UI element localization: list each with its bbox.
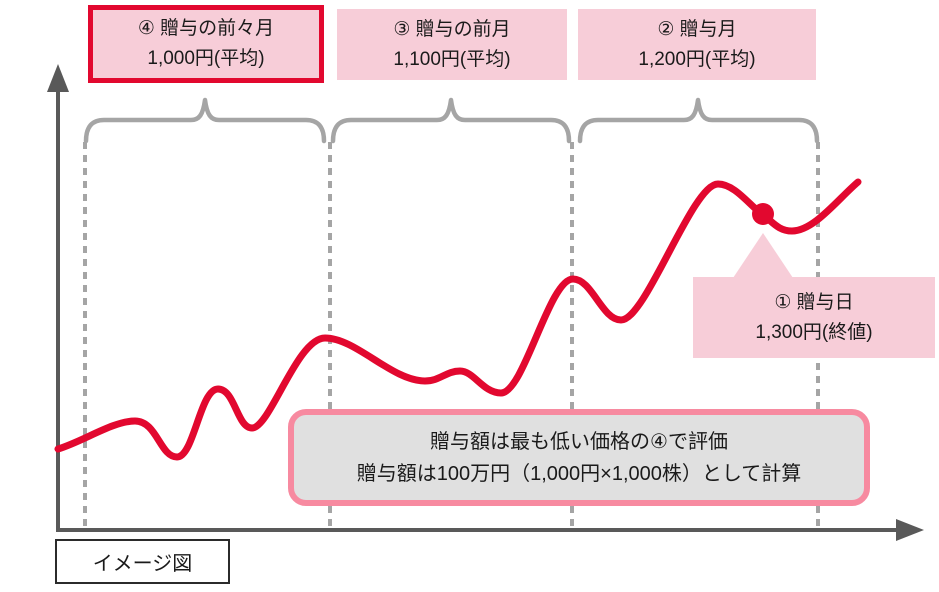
brace-period-4 [83,97,327,144]
period-box-4-value: 1,000円(平均) [147,48,265,69]
period-box-2-label: ② 贈与月 [657,18,737,40]
callout-pointer-icon [733,233,793,278]
image-caption: イメージ図 [55,539,230,584]
gift-date-callout: ① 贈与日 1,300円(終値) [693,233,935,358]
valuation-note-line2: 贈与額は100万円（1,000円×1,000株）として計算 [356,462,802,485]
brace-period-3 [330,97,572,144]
x-axis-arrow-icon [896,519,924,541]
period-box-3-label: ③ 贈与の前月 [393,18,511,40]
period-box-last-month: ③ 贈与の前月 1,100円(平均) [337,9,567,80]
period-box-gift-month: ② 贈与月 1,200円(平均) [578,9,816,80]
gift-date-value: 1,300円(終値) [755,321,873,343]
price-curve [54,178,862,461]
gift-date-label: ① 贈与日 [774,291,854,313]
period-box-before-last-month: ④ 贈与の前々月 1,000円(平均) [88,5,324,83]
period-box-2-value: 1,200円(平均) [638,48,756,70]
gift-date-point [752,203,774,225]
valuation-note-line1: 贈与額は最も低い価格の④で評価 [430,430,728,453]
valuation-note: 贈与額は最も低い価格の④で評価 贈与額は100万円（1,000円×1,000株）… [288,409,870,506]
period-box-3-value: 1,100円(平均) [393,48,511,70]
brace-period-2 [577,97,820,144]
y-axis-arrow-icon [47,64,69,92]
period-box-4-label: ④ 贈与の前々月 [137,18,275,39]
